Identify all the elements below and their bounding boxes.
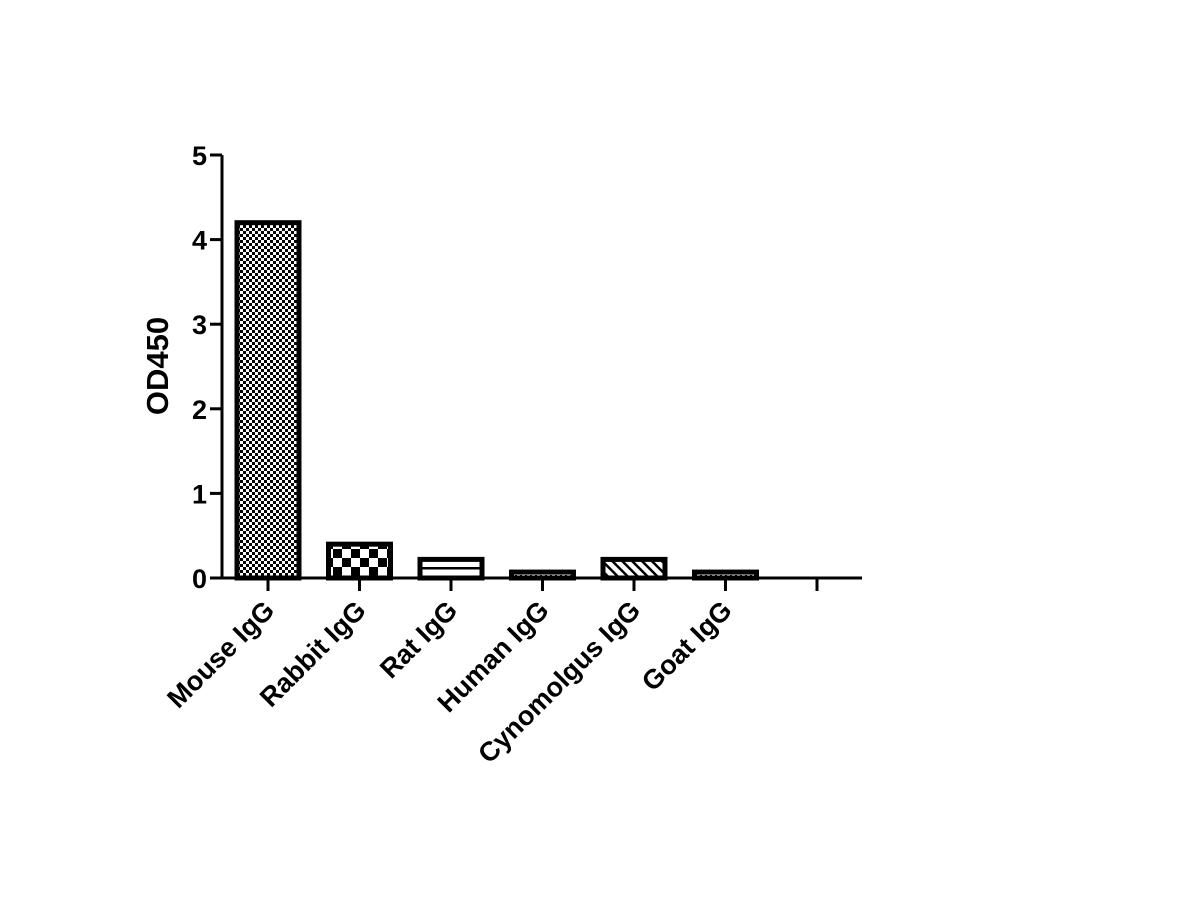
y-tick-label: 3 bbox=[192, 310, 207, 340]
y-tick-label: 0 bbox=[192, 564, 207, 594]
bar bbox=[326, 541, 393, 581]
y-ticks-group: 0 1 2 3 4 5 bbox=[192, 141, 222, 594]
bar bbox=[417, 556, 485, 581]
x-tick-label: Cynomolgus IgG bbox=[472, 595, 646, 769]
bar bbox=[234, 220, 302, 581]
y-tick-label: 5 bbox=[192, 141, 207, 171]
y-tick-label: 1 bbox=[192, 479, 207, 509]
y-axis-title: OD450 bbox=[140, 317, 175, 415]
bars-group bbox=[234, 220, 759, 581]
x-tick-label: Rat IgG bbox=[374, 595, 463, 684]
x-tick-label: Goat IgG bbox=[636, 595, 738, 697]
y-tick-label: 2 bbox=[192, 395, 207, 425]
y-tick-label: 4 bbox=[192, 226, 207, 256]
bar bbox=[600, 556, 668, 581]
